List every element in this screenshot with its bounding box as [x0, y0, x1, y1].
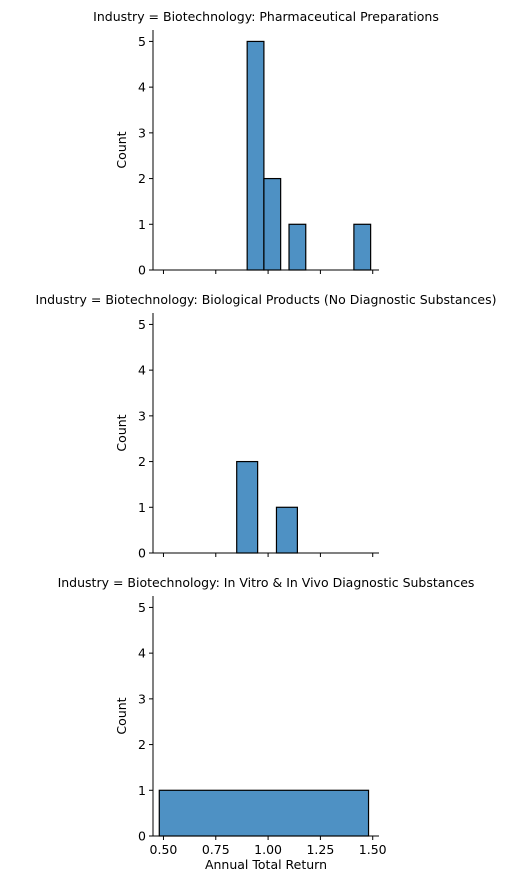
y-tick-label: 4 — [138, 363, 146, 378]
histogram-bar — [158, 789, 370, 837]
y-tick-label: 3 — [138, 408, 146, 423]
y-tick-label: 5 — [138, 317, 146, 332]
histogram-bar — [353, 223, 372, 271]
histogram-bar — [275, 506, 298, 554]
y-axis-label: Count — [114, 131, 129, 168]
histogram-bar — [288, 223, 307, 271]
y-tick-label: 5 — [138, 34, 146, 49]
y-tick-label: 1 — [138, 500, 146, 515]
x-axis-label: Annual Total Return — [205, 857, 327, 872]
y-tick-label: 0 — [138, 263, 146, 278]
panel-title: Industry = Biotechnology: Pharmaceutical… — [93, 9, 439, 24]
x-tick-label: 0.75 — [202, 842, 230, 857]
y-tick-label: 0 — [138, 546, 146, 561]
y-tick-label: 0 — [138, 829, 146, 844]
y-tick-label: 2 — [138, 171, 146, 186]
y-tick-label: 4 — [138, 80, 146, 95]
y-axis-label: Count — [114, 697, 129, 734]
y-tick-label: 3 — [138, 691, 146, 706]
y-tick-label: 3 — [138, 125, 146, 140]
x-tick-label: 1.50 — [359, 842, 387, 857]
y-axis-label: Count — [114, 414, 129, 451]
histogram-bar — [246, 40, 265, 271]
y-tick-label: 5 — [138, 600, 146, 615]
histogram-bar — [263, 177, 282, 271]
x-tick-label: 0.50 — [150, 842, 178, 857]
x-tick-label: 1.00 — [254, 842, 282, 857]
y-tick-label: 1 — [138, 783, 146, 798]
y-tick-label: 1 — [138, 217, 146, 232]
panel-title: Industry = Biotechnology: Biological Pro… — [36, 292, 497, 307]
panel-title: Industry = Biotechnology: In Vitro & In … — [58, 575, 475, 590]
y-tick-label: 2 — [138, 737, 146, 752]
y-tick-label: 4 — [138, 646, 146, 661]
histogram-bar — [236, 460, 259, 554]
y-tick-label: 2 — [138, 454, 146, 469]
x-tick-label: 1.25 — [306, 842, 334, 857]
